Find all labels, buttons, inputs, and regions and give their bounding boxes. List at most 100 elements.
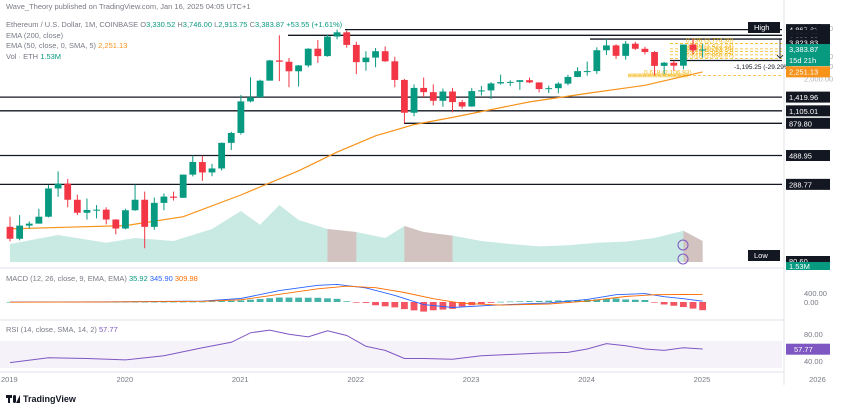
macd-histogram-bar [631, 299, 639, 302]
candle-body [631, 43, 639, 49]
candle-2022-11 [449, 87, 456, 113]
candle-2022-02 [362, 51, 370, 71]
time-tick-label: 2020 [116, 375, 133, 384]
candle-2024-12 [689, 38, 697, 55]
candle-2019-10 [93, 205, 100, 219]
candle-body [208, 168, 216, 173]
high-label: High [754, 23, 769, 32]
macd-histogram-bar [237, 300, 245, 302]
candle-body [141, 199, 149, 227]
fib-zone [628, 73, 688, 78]
macd-histogram-bar [670, 302, 678, 306]
support-level-tag-4 [786, 91, 830, 103]
macd-histogram-bar [516, 301, 524, 302]
macd-histogram-bar [6, 301, 14, 303]
candle-2022-07 [410, 84, 418, 117]
time-tick-label: 2019 [1, 375, 18, 384]
candle-body [381, 51, 389, 62]
macd-value: 35.92 [128, 274, 148, 283]
candle-2020-08 [189, 155, 197, 177]
hist-value: 309.98 [174, 274, 198, 283]
macd-tick-label: 0.00 [804, 298, 819, 307]
candle-2025-01 [699, 43, 707, 58]
price-countdown: 15d 21h [789, 56, 816, 65]
support-level-label-5: 1,105.01 [789, 107, 818, 116]
candle-body [25, 223, 33, 226]
macd-histogram-bar [699, 302, 707, 311]
candle-body [449, 91, 456, 103]
time-tick-label: 2024 [578, 375, 595, 384]
volume-value: 1.53M [40, 52, 62, 61]
volume-area [10, 205, 703, 262]
macd-histogram-bar [141, 301, 149, 303]
candle-2021-01 [237, 95, 245, 135]
candle-2022-03 [372, 47, 379, 68]
candle-2023-09 [545, 85, 553, 94]
candle-body [285, 61, 293, 72]
macd-histogram-bar [554, 300, 562, 302]
candle-2024-03 [603, 39, 610, 56]
candle-body [179, 174, 187, 198]
candle-2024-07 [641, 46, 649, 55]
support-level-tag-0 [786, 24, 830, 36]
time-tick-label: 2023 [463, 375, 480, 384]
candle-2020-06 [170, 191, 177, 201]
candle-2023-05 [506, 80, 514, 86]
macd-tick-label: 400.00 [804, 289, 827, 298]
price-tag-label-2: 2,251.13 [789, 67, 818, 76]
candle-2022-09 [429, 84, 437, 106]
candle-2022-04 [381, 46, 389, 62]
candle-2021-08 [304, 48, 312, 68]
rsi-band [0, 340, 782, 368]
candle-body [516, 80, 524, 82]
candle-2020-05 [160, 193, 168, 211]
ohlc-low: 2,913.75 [218, 20, 248, 29]
macd-histogram-bar [458, 302, 466, 307]
candle-2019-02 [16, 215, 24, 241]
macd-histogram-bar [593, 299, 601, 302]
macd-histogram-bar [526, 301, 533, 302]
symbol-line: Ethereum / U.S. Dollar, 1M, COINBASE O3,… [6, 20, 343, 29]
candle-2024-10 [670, 60, 678, 71]
candle-2024-11 [680, 44, 687, 70]
macd-histogram-bar [420, 302, 428, 312]
candle-body [651, 52, 658, 66]
candle-2022-10 [439, 88, 447, 107]
candle-body [199, 162, 206, 173]
candle-2021-03 [256, 79, 264, 98]
macd-histogram-bar [449, 302, 456, 309]
tradingview-logo-text: TradingView [23, 394, 76, 404]
candle-body [391, 61, 399, 80]
macd-histogram-bar [285, 297, 293, 302]
candle-body [54, 183, 62, 189]
symbol-name: Ethereum / U.S. Dollar, 1M, COINBASE [6, 20, 139, 29]
candle-body [73, 199, 81, 213]
macd-histogram-bar [304, 297, 312, 302]
candle-body [333, 32, 341, 37]
rsi-tick-label: 80.00 [804, 330, 823, 339]
candle-2020-03 [141, 191, 149, 249]
low-tag [748, 250, 780, 261]
price-tag-label-3: 80.60 [789, 257, 808, 266]
candle-2020-09 [199, 155, 206, 181]
candle-body [603, 45, 610, 51]
candle-2021-06 [285, 57, 293, 88]
candle-body [170, 196, 177, 198]
candle-body [160, 196, 168, 203]
candle-body [295, 65, 302, 72]
fib-label-2: 0.382 (3,263.76) [686, 46, 734, 53]
macd-histogram-bar [506, 301, 514, 303]
support-level-tag-8 [786, 178, 830, 190]
candle-body [641, 48, 649, 53]
high-tag [748, 22, 780, 33]
price-tag-label-0: 3,823.83 [789, 38, 818, 47]
macd-histogram-bar [641, 299, 649, 302]
macd-histogram-bar [603, 298, 610, 302]
tradingview-logo[interactable]: TradingView [6, 394, 76, 404]
macd-histogram-bar [477, 302, 485, 304]
time-tick-label: 2022 [347, 375, 364, 384]
candle-body [275, 60, 283, 62]
price-tag-2 [786, 66, 830, 78]
candle-2019-05 [45, 185, 52, 218]
